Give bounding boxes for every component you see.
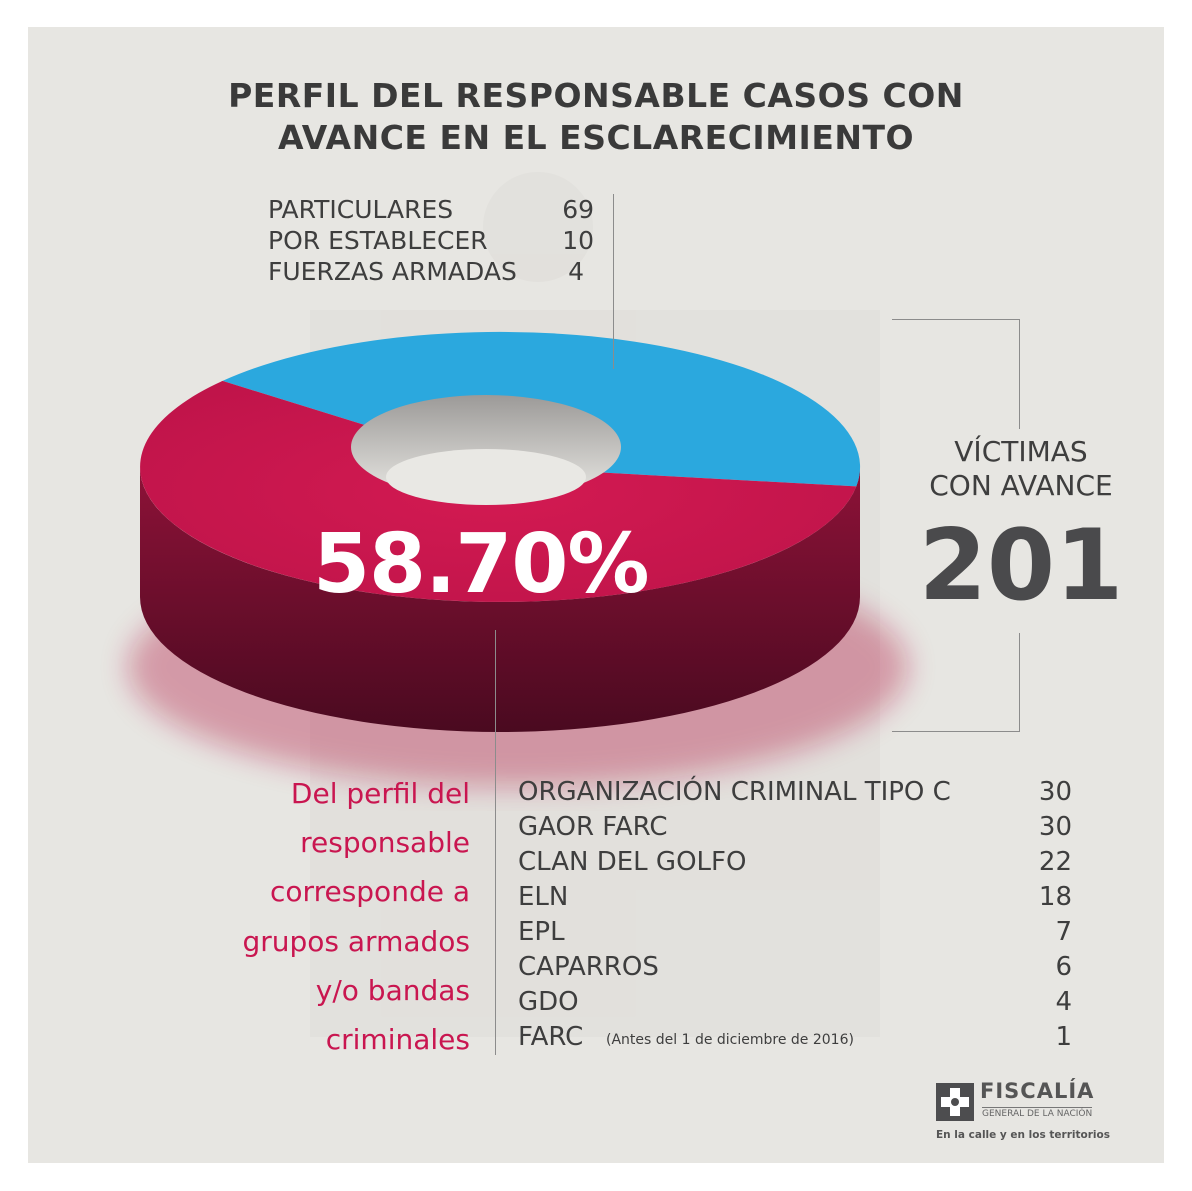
profile-text-line-5: y/o bandas: [315, 974, 470, 1007]
top-label-por-establecer: POR ESTABLECER: [268, 226, 488, 255]
bracket-top-horizontal: [892, 319, 1020, 320]
profile-text-line-2: responsable: [300, 826, 470, 859]
logo-slogan: En la calle y en los territorios: [936, 1129, 1110, 1141]
victims-line-2: CON AVANCE: [929, 469, 1113, 502]
group-label: ELN: [518, 882, 569, 912]
group-label: CAPARROS: [518, 952, 659, 982]
group-label: GDO: [518, 987, 579, 1017]
group-value: 4: [1055, 987, 1072, 1017]
top-value-particulares: 69: [562, 195, 594, 224]
victims-line-1: VÍCTIMAS: [954, 435, 1088, 468]
shield-icon: [936, 1083, 974, 1121]
group-value: 30: [1038, 777, 1072, 807]
connector-top-vertical: [613, 194, 614, 369]
profile-text-line-3: corresponde a: [270, 875, 470, 908]
infographic-frame: PERFIL DEL RESPONSABLE CASOS CON AVANCE …: [28, 27, 1164, 1163]
percent-label: 58.70%: [313, 517, 650, 612]
top-label-particulares: PARTICULARES: [268, 195, 454, 224]
title-line-1: PERFIL DEL RESPONSABLE CASOS CON: [228, 76, 964, 115]
top-value-fuerzas-armadas: 4: [568, 257, 584, 286]
chart-title: PERFIL DEL RESPONSABLE CASOS CON AVANCE …: [28, 75, 1164, 159]
donut-side: [140, 467, 860, 732]
profile-text-line-4: grupos armados: [242, 925, 470, 958]
bracket-bottom-horizontal: [892, 731, 1020, 732]
group-value: 22: [1038, 847, 1072, 877]
title-line-2: AVANCE EN EL ESCLARECIMIENTO: [277, 118, 915, 157]
group-label: EPL: [518, 917, 565, 947]
victims-total: 201: [918, 509, 1124, 623]
fiscalia-logo: FISCALÍA GENERAL DE LA NACIÓN En la call…: [935, 1079, 1110, 1149]
bracket-top-vertical: [1019, 319, 1020, 429]
group-label: ORGANIZACIÓN CRIMINAL TIPO C: [518, 777, 951, 807]
connector-bottom-vertical: [495, 630, 496, 1055]
donut-hole-floor: [386, 449, 586, 505]
logo-name: FISCALÍA: [980, 1079, 1095, 1103]
top-value-por-establecer: 10: [562, 226, 594, 255]
group-value: 30: [1038, 812, 1072, 842]
group-value: 1: [1055, 1022, 1072, 1052]
donut-chart: [128, 331, 908, 787]
logo-subtitle: GENERAL DE LA NACIÓN: [982, 1107, 1093, 1119]
top-label-fuerzas-armadas: FUERZAS ARMADAS: [268, 257, 517, 286]
group-value: 18: [1038, 882, 1072, 912]
group-label: FARC: [518, 1022, 584, 1052]
group-label: CLAN DEL GOLFO: [518, 847, 747, 877]
bracket-bottom-vertical: [1019, 633, 1020, 732]
profile-text-line-1: Del perfil del: [290, 777, 470, 810]
group-value: 6: [1055, 952, 1072, 982]
group-value: 7: [1055, 917, 1072, 947]
group-note: (Antes del 1 de diciembre de 2016): [606, 1032, 854, 1048]
profile-text-line-6: criminales: [325, 1023, 470, 1056]
group-label: GAOR FARC: [518, 812, 668, 842]
